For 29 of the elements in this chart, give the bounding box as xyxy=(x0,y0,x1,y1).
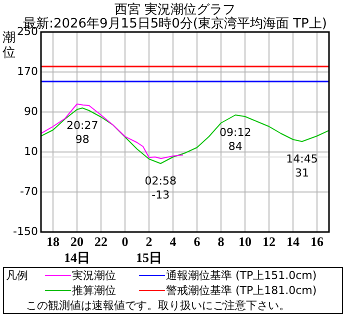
x-tick-label: 4 xyxy=(170,234,177,250)
chart-title: 西宮 実況潮位グラフ xyxy=(114,1,236,18)
x-tick-label: 6 xyxy=(194,234,201,250)
annotation: 09:12 84 xyxy=(220,126,252,153)
y-tick-label: 90 xyxy=(24,104,38,118)
x-tick-label: 2 15日 xyxy=(136,234,162,265)
annotation: 02:58 -13 xyxy=(144,174,176,202)
x-tick-label: 0 xyxy=(122,234,128,250)
x-tick-label: 14 xyxy=(286,234,300,250)
y-tick-label: -150 xyxy=(13,224,38,238)
legend-label: 通報潮位基準 (TP上151.0cm) xyxy=(166,268,317,283)
legend-label: 警戒潮位基準 (TP上181.0cm) xyxy=(166,283,317,298)
x-tick-label: 16 xyxy=(310,234,324,250)
x-tick-label: 20 14日 xyxy=(64,234,90,265)
y-axis-title: 潮位 xyxy=(2,30,16,60)
x-tick-label: 8 xyxy=(218,234,225,250)
annotation: 14:45 31 xyxy=(286,152,318,180)
annotation: 20:27 98 xyxy=(66,118,98,146)
legend-label: 推算潮位 xyxy=(72,283,116,298)
y-tick-label: 10 xyxy=(24,144,38,158)
x-tick-label: 10 xyxy=(238,234,252,250)
legend-title: 凡例 xyxy=(6,268,29,283)
text: この観測値は速報値です。取り扱いにご注意下さい。 xyxy=(25,298,291,313)
x-tick-label: 18 xyxy=(46,234,60,250)
x-tick-label: 22 xyxy=(94,234,108,250)
legend-label: 実況潮位 xyxy=(72,268,116,283)
y-tick-label: 170 xyxy=(17,64,38,78)
x-tick-label: 12 xyxy=(262,234,276,250)
y-tick-label: -70 xyxy=(20,184,38,198)
